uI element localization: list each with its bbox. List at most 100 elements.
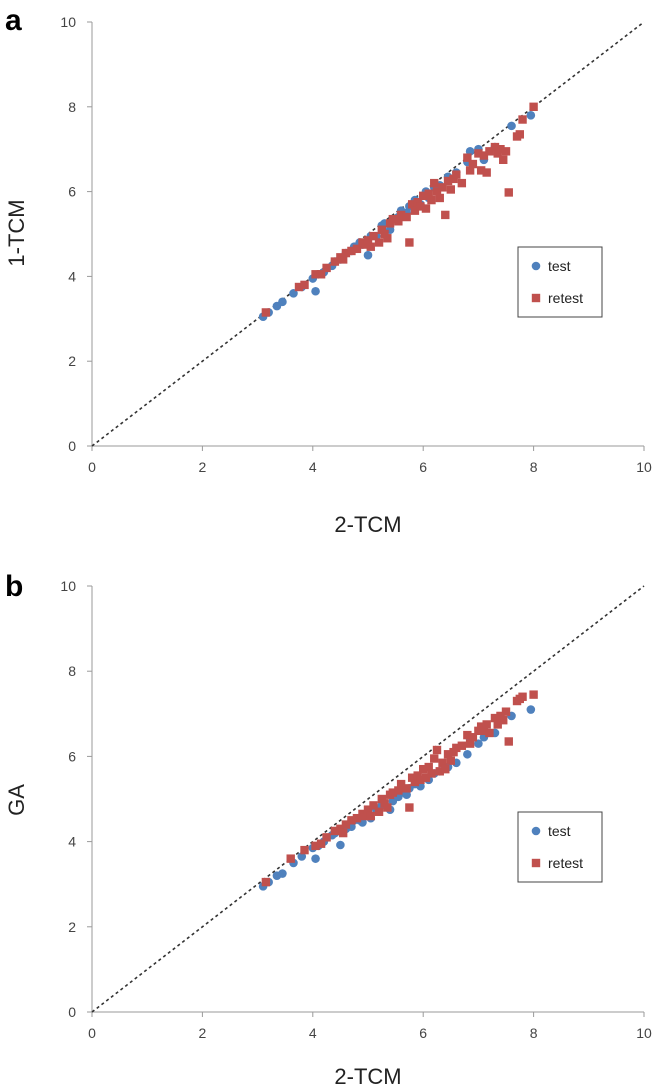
point-retest: [383, 803, 392, 812]
point-retest: [347, 816, 356, 825]
point-retest: [311, 841, 320, 851]
point-retest: [499, 715, 508, 725]
point-retest: [427, 769, 436, 778]
panel-b: b 0 2 4 6 8 10 0 2 4 6 8 10 test retest 2-TCM GA: [4, 570, 652, 1085]
point-retest: [430, 754, 439, 763]
point-retest: [366, 811, 375, 821]
point-test: [465, 147, 475, 156]
legend-label: retest: [548, 290, 583, 306]
point-retest: [316, 839, 326, 848]
point-retest: [261, 308, 271, 317]
point-retest: [338, 828, 348, 838]
point-retest: [468, 159, 478, 169]
x-tick-label: 4: [309, 1025, 317, 1041]
point-retest: [369, 231, 378, 241]
point-retest: [435, 767, 444, 776]
point-retest: [529, 102, 538, 111]
y-tick-label: 2: [68, 353, 76, 369]
point-retest: [396, 210, 406, 220]
point-retest: [449, 174, 458, 184]
point-retest: [374, 807, 384, 816]
point-retest: [493, 720, 502, 729]
y-tick-label: 10: [60, 578, 76, 594]
point-retest: [457, 741, 467, 750]
point-retest: [490, 142, 500, 152]
point-retest: [380, 799, 389, 808]
y-axis-title: 1-TCM: [4, 199, 29, 266]
point-retest: [416, 775, 425, 785]
x-tick-label: 10: [636, 1025, 652, 1041]
x-tick-label: 6: [419, 459, 427, 475]
point-retest: [441, 764, 450, 774]
point-test: [289, 289, 298, 298]
point-retest: [438, 758, 447, 767]
point-test: [311, 854, 320, 863]
point-retest: [476, 166, 486, 175]
point-retest: [432, 745, 442, 755]
point-retest: [377, 225, 386, 234]
panel-label: a: [5, 4, 22, 37]
x-tick-label: 0: [88, 459, 96, 475]
point-retest: [311, 270, 320, 279]
point-retest: [410, 206, 420, 215]
point-retest: [518, 692, 527, 701]
legend: test retest: [517, 811, 603, 883]
point-retest: [410, 777, 420, 787]
point-retest: [341, 820, 351, 829]
point-retest: [499, 155, 508, 164]
y-tick-label: 6: [68, 184, 76, 200]
point-retest: [316, 270, 326, 279]
point-retest: [443, 750, 453, 759]
point-retest: [300, 280, 309, 290]
point-retest: [493, 149, 502, 158]
point-test: [297, 852, 307, 861]
point-retest: [490, 713, 500, 723]
point-retest: [413, 198, 422, 207]
point-retest: [465, 166, 475, 175]
x-tick-label: 6: [419, 1025, 427, 1041]
point-retest: [366, 242, 375, 251]
point-retest: [504, 188, 513, 197]
point-retest: [338, 255, 348, 264]
point-retest: [482, 168, 491, 177]
point-retest: [427, 195, 436, 205]
point-test: [526, 705, 536, 714]
point-retest: [496, 145, 505, 154]
point-retest: [341, 248, 351, 258]
point-retest: [496, 711, 505, 721]
point-retest: [377, 794, 386, 804]
y-tick-label: 2: [68, 919, 76, 935]
point-retest: [463, 153, 472, 162]
point-test: [507, 121, 516, 131]
point-retest: [421, 204, 431, 213]
point-retest: [322, 833, 331, 842]
point-retest: [336, 824, 345, 834]
point-retest: [476, 722, 486, 731]
point-retest: [294, 282, 304, 292]
point-retest: [405, 238, 414, 247]
point-retest: [419, 764, 428, 774]
panel-a: a 0 2 4 6 8 10 0 2 4 6 8 10 test retest 2-TCM 1-TCM: [4, 4, 652, 537]
point-retest: [385, 219, 395, 228]
point-retest: [402, 784, 411, 793]
point-test: [363, 250, 373, 260]
point-retest: [407, 200, 417, 209]
point-retest: [424, 762, 433, 772]
x-tick-label: 4: [309, 459, 317, 475]
point-retest: [380, 229, 389, 239]
point-retest: [446, 185, 455, 194]
point-retest: [465, 739, 475, 748]
point-retest: [352, 813, 362, 823]
point-retest: [374, 238, 384, 247]
point-retest: [361, 240, 370, 249]
point-retest: [407, 773, 417, 782]
y-tick-label: 0: [68, 438, 76, 454]
point-retest: [485, 147, 494, 156]
point-retest: [485, 728, 494, 738]
x-tick-label: 8: [530, 459, 538, 475]
point-retest: [432, 187, 442, 196]
point-retest: [388, 788, 398, 797]
legend: test retest: [517, 246, 603, 318]
point-retest: [394, 217, 403, 226]
point-retest: [383, 234, 392, 243]
